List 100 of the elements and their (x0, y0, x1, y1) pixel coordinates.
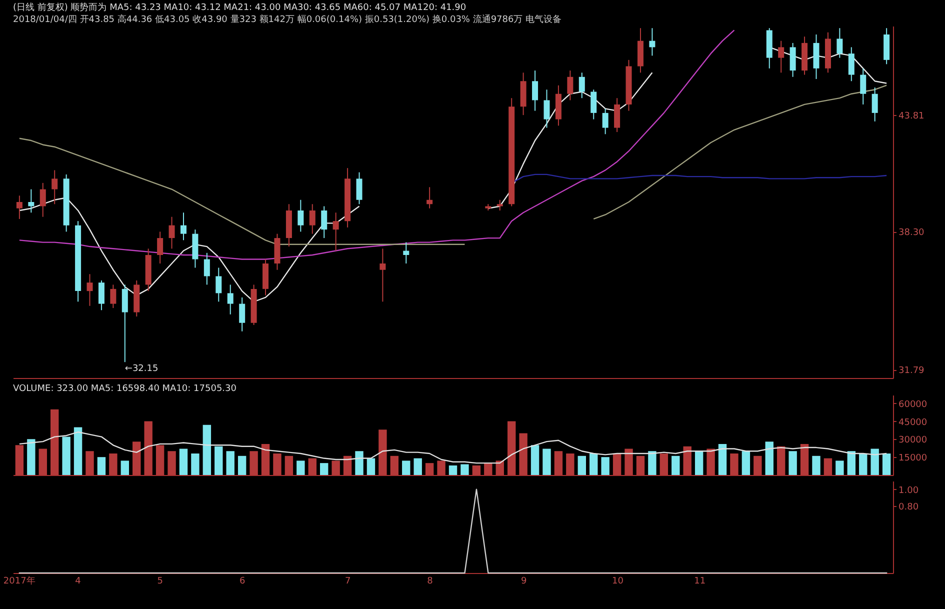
bar (800, 444, 809, 475)
bar (812, 456, 820, 475)
y-tick-label: 60000 (898, 400, 928, 410)
bar (730, 454, 738, 475)
chart-subtitle: 2018/01/04/四 开43.85 高44.36 低43.05 收43.90 量323 额142万 幅0.06(0.14%) 振0.53(1.20%) 换0.03% 流通9786万 电气设备 (13, 14, 562, 25)
candlestick (321, 206, 328, 239)
candlestick (157, 231, 164, 264)
x-tick-label: 2017年 (3, 576, 36, 586)
bar (566, 454, 574, 475)
candlestick (532, 70, 538, 112)
candlestick (168, 216, 175, 250)
candlestick (403, 242, 410, 264)
bar (144, 421, 152, 475)
bar (754, 456, 762, 475)
candlestick (496, 199, 503, 211)
bar (74, 427, 82, 475)
bar (788, 451, 797, 475)
bar (694, 451, 704, 475)
candlestick (872, 86, 878, 122)
bar (590, 454, 598, 475)
y-tick-label: 0.80 (898, 502, 919, 513)
bar (496, 460, 504, 475)
candlestick (602, 108, 608, 135)
candlestick (332, 212, 339, 252)
candlestick (860, 68, 866, 105)
bar (273, 454, 282, 475)
bar (308, 458, 316, 475)
candlestick (180, 212, 186, 241)
bar (50, 409, 59, 475)
bar (15, 445, 24, 475)
candlestick (790, 42, 796, 78)
candlestick (544, 89, 550, 128)
bar (86, 451, 94, 475)
y-tick-label: 30000 (898, 436, 928, 446)
bar (261, 444, 270, 475)
bar (742, 451, 750, 475)
bar (648, 451, 656, 475)
candlestick (848, 46, 854, 82)
bar (27, 439, 36, 475)
bar (706, 448, 715, 475)
bar (168, 451, 176, 475)
x-tick-label: 5 (157, 576, 164, 586)
x-tick-label: 7 (345, 576, 351, 586)
chart-title: (日线 前复权) 顺势而为 MA5: 43.23 MA10: 43.12 MA21: 43.00 MA30: 43.65 MA60: 45.07 MA120: 41.90 (13, 2, 466, 13)
x-tick-label: 4 (75, 576, 82, 586)
bar (683, 446, 692, 475)
candlestick (380, 248, 386, 302)
x-tick-label: 6 (239, 576, 246, 586)
bar (226, 451, 234, 475)
bar (437, 460, 446, 475)
bar (179, 448, 188, 475)
candlestick (110, 284, 116, 309)
candlestick (86, 274, 93, 306)
candlestick (204, 252, 210, 286)
bar (578, 456, 586, 475)
bar (156, 445, 164, 475)
candlestick (567, 70, 574, 101)
candlestick (590, 89, 597, 120)
candlestick (356, 172, 362, 205)
bar (542, 448, 551, 475)
bar (870, 448, 879, 475)
bar (355, 451, 364, 475)
x-tick-label: 8 (427, 576, 434, 586)
bar (472, 465, 481, 475)
candlestick (298, 199, 304, 232)
bar (109, 454, 118, 475)
candlestick (40, 182, 46, 218)
x-tick-label: 11 (694, 576, 706, 586)
bar (120, 460, 130, 475)
bar (202, 424, 212, 475)
bar (636, 456, 645, 475)
bar (402, 460, 410, 475)
y-tick-label: 31.79 (898, 366, 925, 376)
bar (718, 444, 727, 475)
candlestick (426, 186, 433, 209)
bar (214, 446, 223, 475)
candlestick (649, 28, 656, 56)
bar (776, 446, 786, 475)
line-series (18, 30, 735, 260)
bar (660, 454, 668, 475)
bar (519, 433, 528, 475)
bar (612, 454, 622, 475)
candlestick (227, 284, 234, 315)
bar (847, 451, 856, 475)
bar (62, 436, 70, 475)
bar (320, 463, 328, 475)
bar (38, 448, 47, 475)
candlestick (52, 170, 58, 205)
candlestick (578, 72, 585, 99)
y-tick-label: 45000 (898, 418, 928, 428)
bar (601, 457, 610, 475)
bar (554, 451, 563, 475)
candlestick (836, 28, 843, 58)
x-tick-label: 9 (521, 576, 528, 586)
bar (765, 442, 774, 475)
candlestick (216, 267, 222, 302)
bar (97, 457, 106, 475)
y-tick-label: 15000 (898, 454, 928, 464)
bar (672, 456, 680, 475)
bar (859, 454, 868, 475)
